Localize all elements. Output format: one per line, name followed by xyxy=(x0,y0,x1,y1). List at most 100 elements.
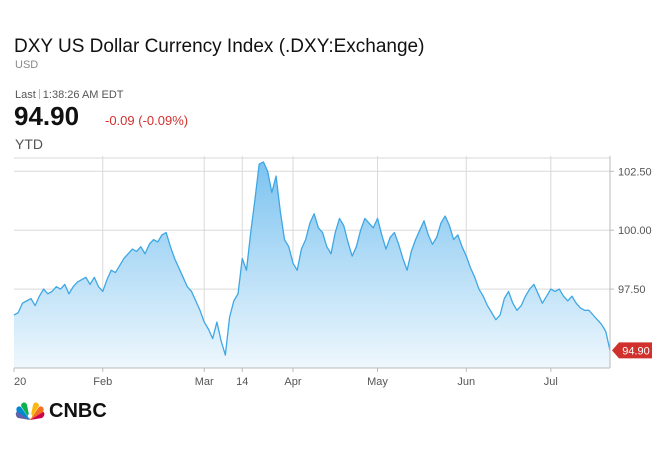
data-point-72 xyxy=(318,227,319,228)
data-point-61 xyxy=(271,192,272,193)
data-point-95 xyxy=(415,239,416,240)
y-tick-label-0: 97.50 xyxy=(618,284,646,296)
last-price: 94.90 xyxy=(14,101,80,131)
data-point-47 xyxy=(212,338,213,339)
data-point-80 xyxy=(352,256,353,257)
data-point-35 xyxy=(161,234,162,235)
data-point-117 xyxy=(508,291,509,292)
data-point-22 xyxy=(106,279,107,280)
data-point-103 xyxy=(449,225,450,226)
data-point-42 xyxy=(191,291,192,292)
data-point-53 xyxy=(237,293,238,294)
data-point-16 xyxy=(81,279,82,280)
data-point-113 xyxy=(491,312,492,313)
data-point-28 xyxy=(132,248,133,249)
data-point-13 xyxy=(68,293,69,294)
data-point-74 xyxy=(326,246,327,247)
x-tick-label-3: 14 xyxy=(236,376,248,388)
data-point-78 xyxy=(343,225,344,226)
data-point-115 xyxy=(500,314,501,315)
data-point-91 xyxy=(398,244,399,245)
data-point-45 xyxy=(204,321,205,322)
data-point-109 xyxy=(474,277,475,278)
data-point-64 xyxy=(284,239,285,240)
data-point-50 xyxy=(225,354,226,355)
data-point-108 xyxy=(470,267,471,268)
peacock-icon xyxy=(15,401,45,420)
data-point-106 xyxy=(461,246,462,247)
data-point-114 xyxy=(495,319,496,320)
brand-name: CNBC xyxy=(49,400,107,422)
data-point-79 xyxy=(347,241,348,242)
data-point-140 xyxy=(605,331,606,332)
data-point-100 xyxy=(436,237,437,238)
data-point-31 xyxy=(144,253,145,254)
x-tick-label-0: 20 xyxy=(14,376,26,388)
data-point-70 xyxy=(309,223,310,224)
data-point-116 xyxy=(504,298,505,299)
data-point-85 xyxy=(373,227,374,228)
x-tick-label-5: May xyxy=(367,376,388,388)
data-point-33 xyxy=(153,239,154,240)
data-point-118 xyxy=(512,303,513,304)
data-point-71 xyxy=(314,213,315,214)
data-point-81 xyxy=(356,246,357,247)
data-point-4 xyxy=(30,298,31,299)
price-chart: 97.50 100.00 102.50 20 Feb Mar 14 Apr May Jun Jul 9… xyxy=(13,156,652,388)
data-point-90 xyxy=(394,232,395,233)
data-point-120 xyxy=(521,305,522,306)
data-point-73 xyxy=(322,232,323,233)
data-point-18 xyxy=(89,284,90,285)
data-point-60 xyxy=(267,171,268,172)
data-point-133 xyxy=(576,303,577,304)
data-point-122 xyxy=(529,288,530,289)
data-point-99 xyxy=(432,244,433,245)
data-point-43 xyxy=(195,300,196,301)
last-time: 1:38:26 AM EDT xyxy=(42,89,124,101)
data-point-46 xyxy=(208,329,209,330)
data-point-129 xyxy=(559,288,560,289)
data-point-96 xyxy=(419,230,420,231)
data-point-41 xyxy=(187,286,188,287)
data-point-54 xyxy=(242,258,243,259)
data-point-77 xyxy=(339,218,340,219)
data-point-49 xyxy=(221,340,222,341)
data-point-67 xyxy=(297,270,298,271)
data-point-51 xyxy=(229,317,230,318)
data-point-136 xyxy=(588,310,589,311)
data-point-112 xyxy=(487,305,488,306)
data-point-11 xyxy=(60,288,61,289)
data-point-37 xyxy=(170,246,171,247)
data-point-38 xyxy=(174,258,175,259)
last-value-label: 94.90 xyxy=(622,345,650,357)
data-point-119 xyxy=(516,310,517,311)
data-point-123 xyxy=(533,284,534,285)
data-point-69 xyxy=(305,239,306,240)
data-point-137 xyxy=(592,314,593,315)
data-point-2 xyxy=(22,303,23,304)
data-point-124 xyxy=(538,293,539,294)
data-point-9 xyxy=(51,291,52,292)
data-point-101 xyxy=(440,223,441,224)
separator xyxy=(38,89,40,99)
data-point-66 xyxy=(292,263,293,264)
x-tick-label-2: Mar xyxy=(195,376,214,388)
data-point-30 xyxy=(140,246,141,247)
data-point-131 xyxy=(567,300,568,301)
data-point-40 xyxy=(182,277,183,278)
data-point-98 xyxy=(428,234,429,235)
data-point-8 xyxy=(47,293,48,294)
data-point-26 xyxy=(123,258,124,259)
data-point-121 xyxy=(525,296,526,297)
period-label: YTD xyxy=(15,136,43,152)
data-point-24 xyxy=(115,272,116,273)
data-point-127 xyxy=(550,288,551,289)
data-point-5 xyxy=(35,305,36,306)
data-point-63 xyxy=(280,211,281,212)
data-point-7 xyxy=(43,288,44,289)
x-tick-label-4: Apr xyxy=(284,376,301,388)
data-point-59 xyxy=(263,161,264,162)
data-point-23 xyxy=(111,270,112,271)
data-point-52 xyxy=(233,300,234,301)
data-point-126 xyxy=(546,296,547,297)
